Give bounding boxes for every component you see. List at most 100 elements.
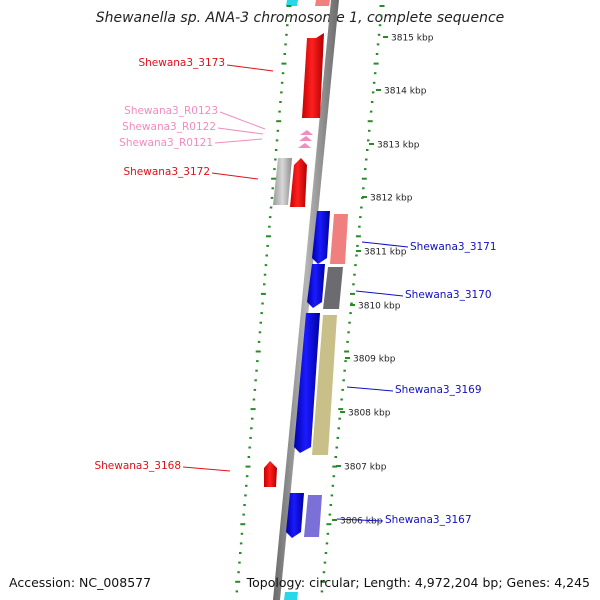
leader-line	[346, 386, 394, 392]
gene-shewana3-3173[interactable]	[302, 33, 324, 118]
gene-shewana3-3171-pink[interactable]	[330, 214, 348, 264]
gc-dot	[250, 427, 253, 430]
gc-dot	[326, 532, 330, 535]
gene-shewana3-3168[interactable]	[264, 461, 277, 487]
leader-line	[355, 290, 404, 297]
tick-mark	[345, 357, 350, 359]
gc-dot	[330, 494, 334, 497]
gene-shewana3-3171[interactable]	[312, 211, 330, 264]
gc-dot	[261, 302, 264, 305]
gc-dot	[280, 81, 284, 84]
gc-dot	[263, 273, 267, 276]
gc-dot	[238, 561, 241, 564]
gene-label[interactable]: Shewana3_3167	[385, 514, 472, 526]
gc-dot	[263, 283, 266, 286]
tick-label: 3813 kbp	[377, 141, 420, 151]
tick-label: 3807 kbp	[344, 463, 387, 473]
gc-dot	[273, 168, 276, 171]
gc-dot	[268, 225, 271, 228]
gene-shewana3-3170[interactable]	[307, 264, 325, 308]
gene-label[interactable]: Shewana3_R0123	[124, 105, 218, 117]
gc-dot	[283, 53, 286, 55]
gc-dot	[248, 446, 251, 449]
gc-dot	[331, 484, 335, 487]
leader-line	[219, 111, 266, 130]
tick-mark	[340, 411, 345, 413]
gc-dot	[378, 24, 382, 27]
gc-dot	[348, 321, 351, 324]
tick-mark	[350, 304, 355, 306]
gene-label[interactable]: Shewana3_3168	[94, 460, 181, 472]
gc-dot	[251, 417, 254, 420]
gene-shewana3-3172[interactable]	[290, 158, 307, 207]
gc-dot	[257, 340, 261, 343]
gc-dot	[350, 302, 353, 305]
gc-dot	[255, 350, 261, 353]
gc-dot	[320, 590, 324, 593]
gc-dot	[370, 101, 374, 103]
gc-dot	[265, 254, 268, 257]
gene-label[interactable]: Shewana3_3171	[410, 241, 497, 253]
gc-dot	[269, 206, 273, 209]
tick-label: 3815 kbp	[391, 34, 434, 44]
gene-label[interactable]: Shewana3_R0122	[122, 121, 216, 133]
gc-dot	[264, 264, 268, 267]
gene-shewana3-3172-grey[interactable]	[273, 158, 292, 205]
gc-dot	[242, 513, 245, 516]
gc-dot	[361, 177, 367, 180]
gc-dot	[244, 494, 247, 497]
gc-dot	[252, 398, 256, 401]
gc-dot	[281, 62, 287, 65]
gc-dot	[326, 523, 332, 526]
gc-dot	[355, 235, 361, 238]
gc-dot	[376, 43, 380, 46]
gc-dot	[324, 552, 328, 554]
tick-label: 3808 kbp	[348, 409, 391, 419]
gene-label[interactable]: Shewana3_3172	[123, 166, 210, 178]
rna-gene-r0121[interactable]	[298, 143, 311, 148]
gene-shewana3-3169[interactable]	[294, 313, 320, 453]
gc-dot	[369, 110, 373, 113]
gc-dot	[328, 513, 332, 516]
gene-label[interactable]: Shewana3_R0121	[119, 137, 213, 149]
gene-label[interactable]: Shewana3_3173	[138, 57, 225, 69]
gc-dot	[240, 532, 244, 535]
tick-label: 3806 kbp	[340, 517, 383, 527]
gc-dot	[355, 254, 358, 257]
gc-dot	[256, 360, 259, 363]
gene-label[interactable]: Shewana3_3170	[405, 289, 492, 301]
gene-shewana3-3167-purple[interactable]	[304, 495, 322, 537]
gc-dot	[335, 446, 338, 449]
leader-line	[214, 138, 263, 144]
gc-dot	[274, 158, 277, 161]
gc-dot	[325, 542, 329, 545]
gc-dot	[281, 72, 285, 75]
gene-shewana3-3169-olive[interactable]	[312, 315, 337, 455]
gc-dot	[271, 187, 274, 190]
gc-dot	[336, 436, 339, 439]
gc-dot	[239, 542, 243, 545]
gc-dot	[286, 14, 290, 17]
accession-label: Accession: NC_008577	[9, 575, 152, 590]
gc-dot	[260, 312, 263, 315]
gc-dot	[373, 62, 379, 65]
gene-shewana3-3170-grey[interactable]	[323, 267, 343, 309]
gene-label[interactable]: Shewana3_3169	[395, 384, 482, 396]
gc-dot	[364, 168, 367, 171]
rna-gene-r0122[interactable]	[299, 136, 312, 141]
gc-dot	[240, 523, 246, 526]
gc-dot	[367, 139, 370, 142]
rna-gene-r0123[interactable]	[300, 130, 313, 135]
gc-dot	[255, 369, 258, 372]
map-title: Shewanella sp. ANA-3 chromosome 1, compl…	[95, 10, 505, 26]
gc-dot	[322, 571, 326, 574]
tick-mark	[332, 519, 337, 521]
gc-dot	[235, 580, 241, 583]
label-leaders	[182, 64, 409, 522]
gc-dot	[350, 292, 355, 295]
gene-shewana3-3167[interactable]	[286, 493, 304, 538]
gc-dot	[237, 571, 240, 574]
scale-ticks: 3815 kbp 3814 kbp 3813 kbp 3812 kbp 3811 kbp…	[332, 34, 434, 527]
gc-dot	[372, 81, 376, 84]
